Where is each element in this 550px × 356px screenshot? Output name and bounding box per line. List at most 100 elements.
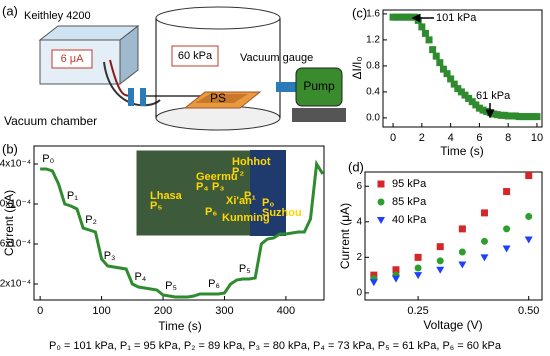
map-label: P₄: [196, 181, 209, 193]
point: [501, 111, 509, 119]
point: [458, 248, 466, 256]
point: [468, 98, 476, 106]
y-tick-label: 2.4x10⁻⁴: [0, 159, 31, 170]
point: [370, 271, 378, 279]
point: [480, 254, 489, 262]
x-tick-label: 0.50: [518, 305, 539, 317]
point: [421, 29, 429, 37]
point: [425, 36, 433, 44]
x-tick-label: 0: [37, 305, 43, 317]
y-tick-label: 1.6: [366, 9, 380, 20]
map-label: P₅: [150, 200, 162, 212]
panel-label: (d): [348, 159, 364, 174]
point: [414, 253, 422, 261]
panel-label: (c): [352, 5, 367, 20]
point: [524, 236, 533, 244]
x-axis-label: Time (s): [158, 319, 202, 333]
point: [475, 104, 483, 112]
point-label: P₃: [104, 250, 116, 262]
x-tick-label: 2: [419, 132, 425, 144]
point: [414, 272, 423, 280]
map-label: P₂: [232, 166, 244, 178]
point: [392, 266, 400, 274]
point: [436, 266, 445, 274]
point: [472, 101, 480, 109]
pipe: [276, 82, 296, 92]
map-label: P₁: [244, 190, 256, 202]
pump: [295, 67, 343, 107]
y-axis-label: ΔI/I₀: [350, 56, 364, 79]
panel-label: (b): [2, 141, 18, 156]
point: [522, 113, 530, 121]
y-tick-label: 4: [356, 216, 362, 227]
y-tick-label: 1.2x10⁻⁴: [0, 279, 31, 290]
pressure-label: 60 kPa: [178, 50, 213, 62]
caption: P₀ = 101 kPa, P₁ = 95 kPa, P₂ = 89 kPa, …: [49, 340, 502, 352]
point: [503, 188, 511, 196]
y-tick-label: 0.8: [366, 61, 380, 72]
x-tick-label: 400: [277, 305, 295, 317]
x-tick-label: 6: [476, 132, 482, 144]
point: [458, 261, 467, 269]
y-tick-label: 1.2: [366, 35, 380, 46]
x-tick-label: 200: [154, 305, 172, 317]
point: [436, 257, 444, 265]
panel-label: (a): [2, 3, 18, 18]
point: [403, 13, 411, 21]
plot-frame: [364, 171, 543, 301]
x-tick-label: 10: [531, 132, 543, 144]
point: [525, 172, 533, 180]
point: [436, 59, 444, 67]
plot-frame: [382, 9, 543, 128]
map-label: Lhasa: [150, 190, 183, 202]
point: [465, 94, 473, 102]
gauge-display: [171, 45, 219, 67]
x-tick-label: 0.25: [407, 305, 428, 317]
point: [407, 13, 415, 21]
legend-marker: [377, 198, 385, 206]
point: [429, 46, 437, 54]
legend-label: 85 kPa: [392, 196, 427, 208]
feedthrough: [140, 88, 146, 106]
point: [461, 91, 469, 99]
point: [515, 113, 523, 121]
feedthrough: [128, 88, 134, 106]
chamber-top: [155, 6, 281, 30]
point-label: P₅: [239, 263, 251, 275]
point: [458, 225, 466, 233]
panel-a: (a) Keithley 4200 6 μA PS 60 kPa Vacuum …: [2, 3, 346, 131]
pump-base: [292, 108, 346, 122]
x-axis-label: Time (s): [440, 144, 484, 158]
legend-marker: [377, 217, 385, 224]
x-tick-label: 0: [390, 132, 396, 144]
point: [454, 85, 462, 93]
data-line: [40, 159, 325, 299]
point: [504, 112, 512, 120]
point: [525, 212, 533, 220]
point: [369, 279, 378, 287]
point: [391, 275, 400, 283]
y-tick-label: 0: [356, 288, 362, 299]
current-label: 6 μA: [61, 53, 85, 65]
point: [480, 237, 488, 245]
chamber-label: Vacuum chamber: [4, 114, 97, 128]
legend-marker: [377, 180, 385, 188]
point: [400, 13, 408, 21]
map-label: Hohhot: [232, 156, 271, 168]
point-label: P₂: [85, 214, 97, 226]
sample: [195, 94, 248, 103]
point: [436, 243, 444, 251]
y-tick-label: 1.6x10⁻⁴: [0, 239, 31, 250]
x-tick-label: 300: [215, 305, 233, 317]
annotation: 101 kPa: [436, 12, 477, 24]
y-axis-label: Current (μA): [338, 203, 352, 269]
point: [396, 13, 404, 21]
point: [493, 111, 501, 119]
annotation: 61 kPa: [476, 90, 511, 102]
point: [414, 264, 422, 272]
chamber-bottom: [155, 105, 281, 131]
point: [447, 75, 455, 83]
map-label: P₃: [212, 181, 224, 193]
instrument-label: Keithley 4200: [24, 10, 91, 22]
